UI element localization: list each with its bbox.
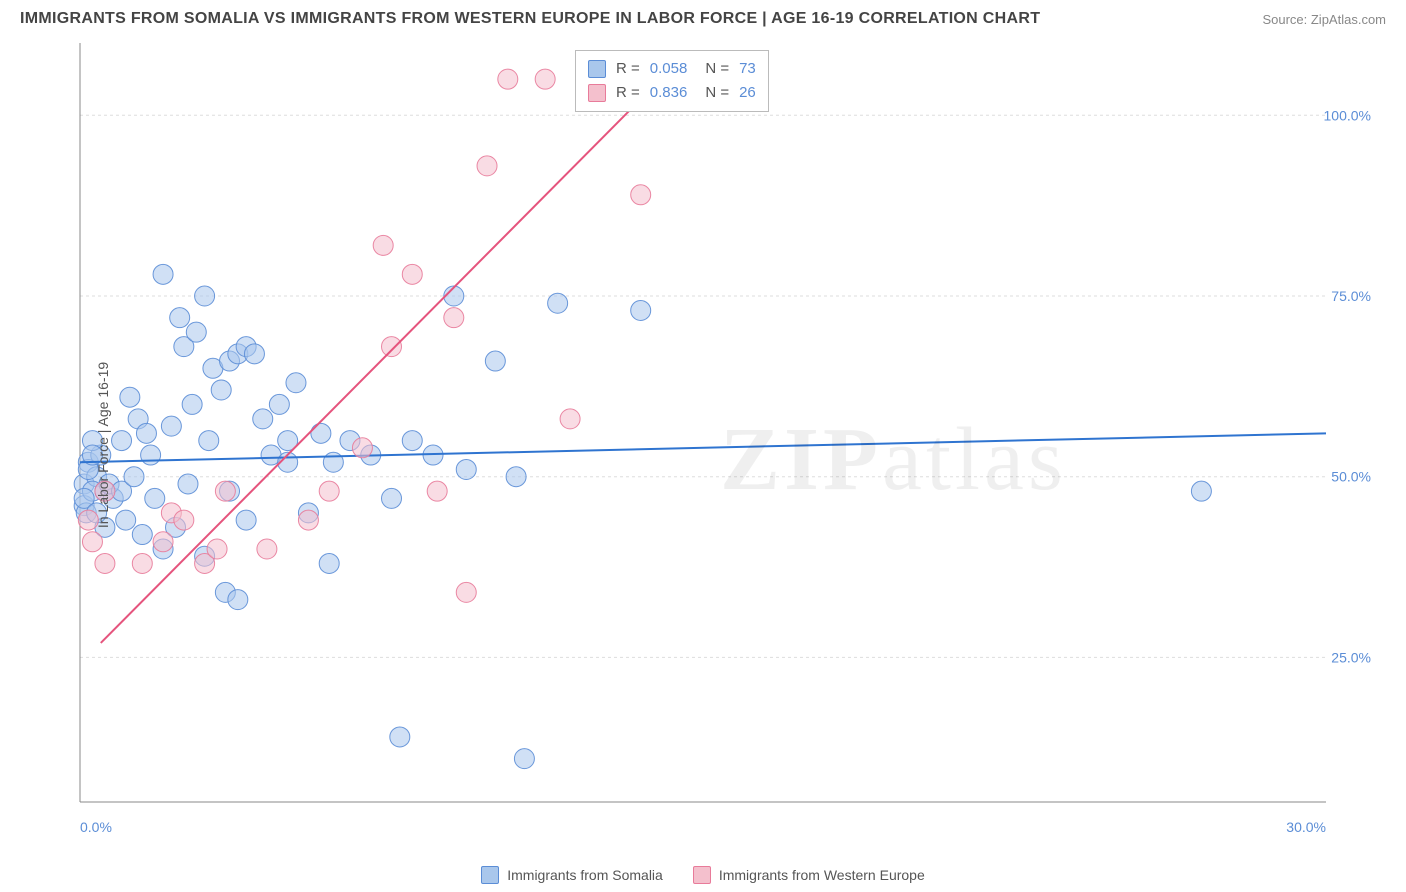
- x-tick-min: 0.0%: [80, 819, 112, 835]
- legend-label: Immigrants from Western Europe: [719, 867, 925, 883]
- legend-label: Immigrants from Somalia: [507, 867, 663, 883]
- svg-text:75.0%: 75.0%: [1331, 288, 1371, 304]
- svg-text:50.0%: 50.0%: [1331, 469, 1371, 485]
- chart-title: IMMIGRANTS FROM SOMALIA VS IMMIGRANTS FR…: [20, 10, 1040, 28]
- bottom-legend: Immigrants from Somalia Immigrants from …: [0, 866, 1406, 884]
- stats-legend-box: R =0.058N =73R =0.836N =26: [575, 50, 769, 112]
- legend-item-somalia: Immigrants from Somalia: [481, 866, 663, 884]
- legend-item-western-europe: Immigrants from Western Europe: [693, 866, 925, 884]
- scatter-plot: 25.0% 50.0% 75.0% 100.0%: [20, 38, 1386, 852]
- y-axis-label: In Labor Force | Age 16-19: [95, 362, 111, 528]
- x-tick-max: 30.0%: [1286, 819, 1326, 835]
- svg-text:100.0%: 100.0%: [1324, 107, 1371, 123]
- legend-swatch-icon: [693, 866, 711, 884]
- source-label: Source: ZipAtlas.com: [1262, 12, 1386, 27]
- legend-swatch-icon: [481, 866, 499, 884]
- chart-container: In Labor Force | Age 16-19 25.0% 50.0% 75.…: [20, 38, 1386, 852]
- svg-text:25.0%: 25.0%: [1331, 649, 1371, 665]
